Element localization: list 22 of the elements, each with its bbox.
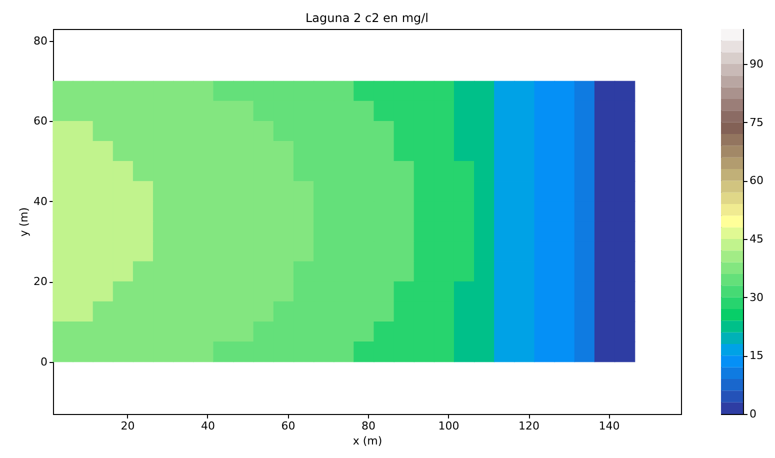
y-tick-label: 40: [34, 194, 48, 208]
x-tick-label: 40: [200, 420, 215, 432]
color-bar-label: 75: [750, 116, 764, 129]
y-tick-label: 80: [34, 34, 48, 48]
x-tick-label: 60: [281, 420, 296, 432]
color-bar-label: 60: [750, 174, 764, 188]
x-axis-title: x (m): [352, 434, 382, 448]
color-bar-label: 30: [750, 290, 764, 304]
x-tick-label: 20: [120, 420, 135, 432]
x-tick-label: 140: [598, 420, 620, 432]
x-tick-label: 80: [362, 420, 376, 432]
color-bar-label: 45: [750, 232, 764, 246]
y-tick-label: 0: [40, 355, 48, 368]
y-tick-label: 60: [34, 114, 48, 128]
color-bar-label: 15: [750, 349, 764, 362]
y-axis-title: y (m): [18, 207, 31, 237]
y-tick-label: 20: [34, 275, 48, 288]
chart-title: Laguna 2 c2 en mg/l: [305, 11, 429, 25]
x-tick-label: 100: [438, 420, 460, 432]
color-bar-label: 90: [750, 58, 764, 70]
x-tick-label: 120: [518, 420, 540, 432]
color-bar-label: 0: [750, 408, 756, 420]
